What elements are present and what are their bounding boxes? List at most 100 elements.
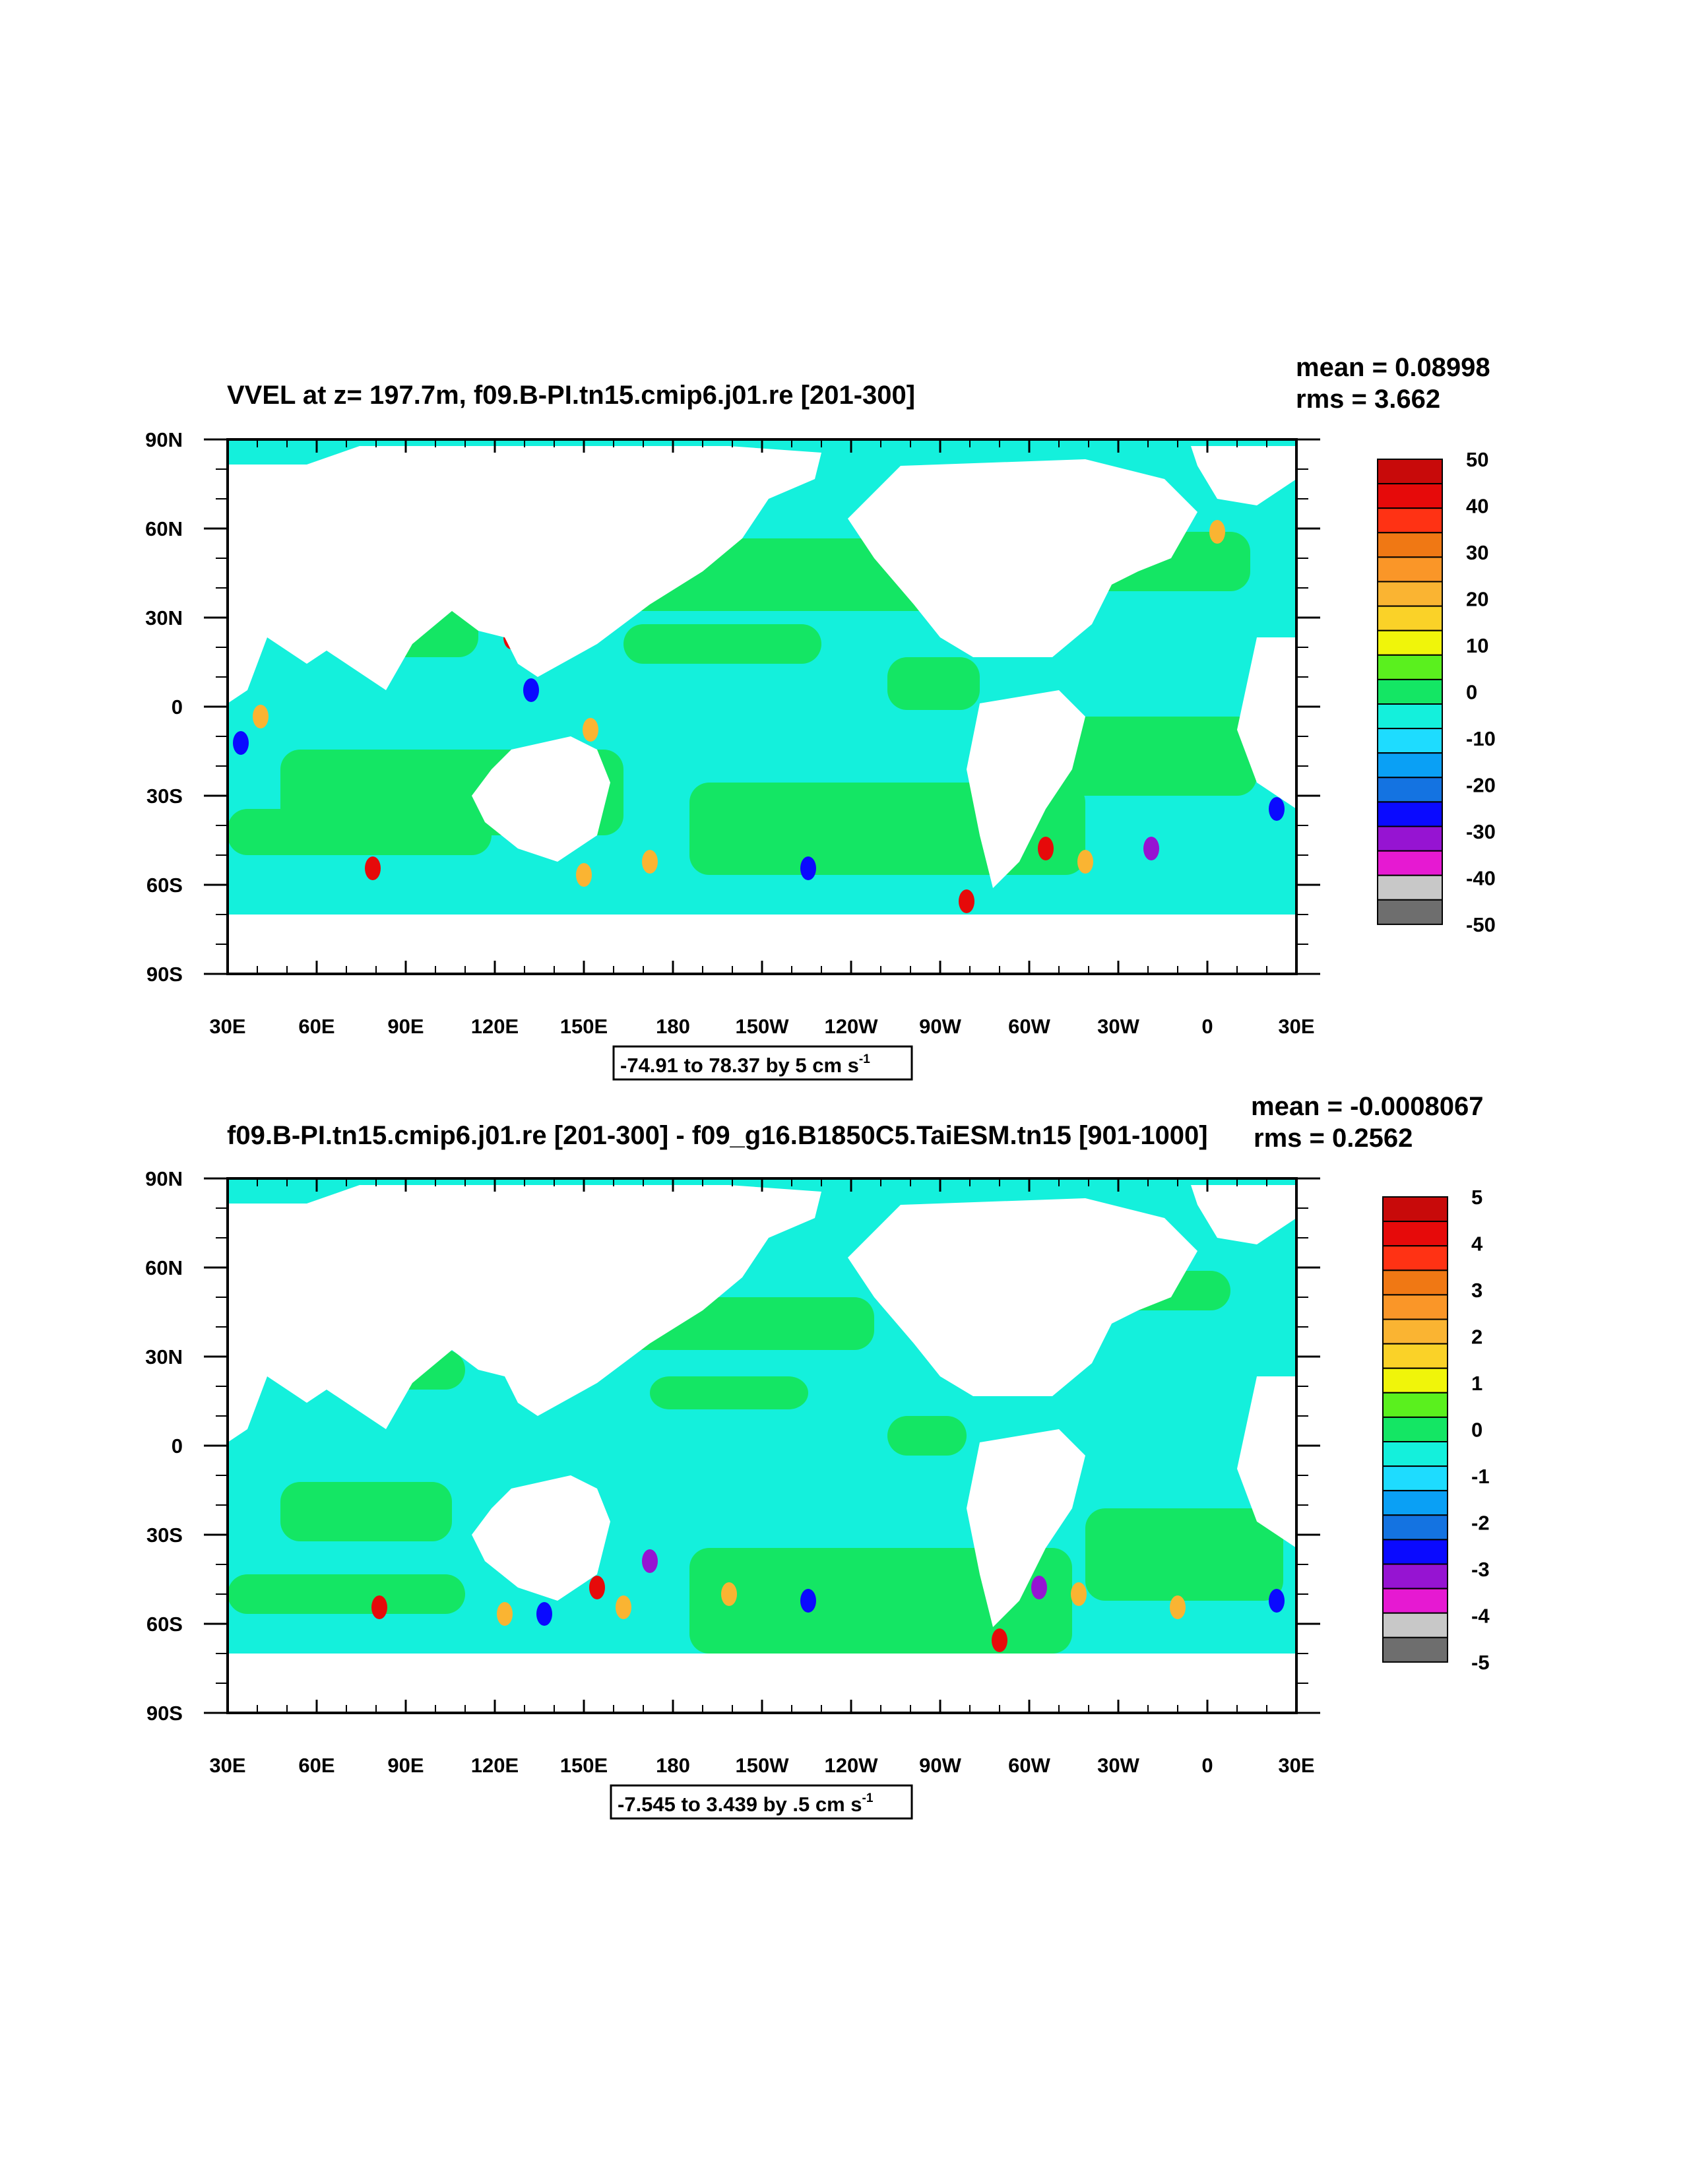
colorbar-labels: 50 40 30 20 10 0 -10 -20 -30 -40 -50 xyxy=(1466,448,1496,936)
colorbar-box xyxy=(1377,752,1443,779)
colorbar-box xyxy=(1377,899,1443,925)
colorbar-label: -5 xyxy=(1471,1651,1490,1674)
anomaly-spot xyxy=(523,678,539,702)
anomaly-spot xyxy=(1170,1595,1186,1619)
contour-info-exponent: -1 xyxy=(859,1052,870,1066)
lat-tick-label: 90N xyxy=(145,428,183,451)
colorbar-box xyxy=(1382,1490,1448,1516)
lon-tick-label: 0 xyxy=(1201,1015,1213,1038)
colorbar-label: 0 xyxy=(1471,1418,1482,1441)
colorbar-box xyxy=(1382,1636,1448,1663)
colorbar-labels: 5 4 3 2 1 0 -1 -2 -3 -4 -5 xyxy=(1471,1186,1490,1674)
anomaly-spot xyxy=(589,1576,605,1599)
lat-tick-label: 30N xyxy=(145,606,183,629)
anomaly-spot xyxy=(992,1628,1007,1652)
lon-tick-label: 180 xyxy=(656,1015,690,1038)
lat-tick-label: 30S xyxy=(146,1524,183,1547)
colorbar-box xyxy=(1382,1465,1448,1492)
colorbar-box xyxy=(1382,1514,1448,1541)
lon-tick-label: 30E xyxy=(1278,1015,1314,1038)
panel-top: VVEL at z= 197.7m, f09.B-PI.tn15.cmip6.j… xyxy=(145,353,1496,1081)
lon-tick-label: 30E xyxy=(209,1015,245,1038)
colorbar-label: 3 xyxy=(1471,1279,1482,1302)
anomaly-spot xyxy=(371,1595,387,1619)
map-plot: 90N 60N 30N 0 30S 60S 90S 30E 60E 90E 120E 150E 180… xyxy=(145,428,1320,1038)
lon-tick-label: 30E xyxy=(1278,1754,1314,1777)
lon-tick-label: 150E xyxy=(560,1015,608,1038)
colorbar-box xyxy=(1377,825,1443,852)
info-box-frame xyxy=(612,1045,913,1081)
colorbar-box xyxy=(1377,777,1443,803)
colorbar-box xyxy=(1377,507,1443,534)
anomaly-spot xyxy=(233,731,249,755)
colorbar-boxes xyxy=(1377,459,1443,925)
colorbar-label: -30 xyxy=(1466,820,1496,843)
ocean-band xyxy=(228,809,492,855)
colorbar-label: 40 xyxy=(1466,494,1488,517)
contour-info-text: -7.545 to 3.439 by .5 cm s xyxy=(618,1793,862,1816)
colorbar-label: -2 xyxy=(1471,1511,1490,1534)
lat-tick-label: 60N xyxy=(145,1256,183,1279)
anomaly-spot xyxy=(1269,797,1285,821)
lat-tick-label: 60S xyxy=(146,874,183,897)
anomaly-spot xyxy=(642,850,658,874)
colorbar-box xyxy=(1377,459,1443,485)
lat-tick-label: 90N xyxy=(145,1167,183,1190)
colorbar-box xyxy=(1377,532,1443,558)
lon-tick-label: 90E xyxy=(387,1015,424,1038)
mean-value: mean = -0.0008067 xyxy=(1251,1092,1483,1121)
colorbar-label: 30 xyxy=(1466,541,1488,564)
lon-axis: 30E 60E 90E 120E 150E 180 150W 120W 90W 60W 30W 0 30… xyxy=(209,1015,1314,1038)
anomaly-spot xyxy=(583,718,598,742)
colorbar-label: -10 xyxy=(1466,727,1496,750)
lon-tick-label: 120E xyxy=(471,1015,519,1038)
contour-info-text: -74.91 to 78.37 by 5 cm s xyxy=(620,1054,859,1077)
colorbar-label: -50 xyxy=(1466,913,1496,936)
colorbar-box xyxy=(1382,1588,1448,1614)
lon-tick-label: 120W xyxy=(825,1015,879,1038)
lat-tick-label: 90S xyxy=(146,963,183,986)
contour-info-exponent: -1 xyxy=(862,1791,874,1805)
rms-value: rms = 3.662 xyxy=(1296,385,1440,414)
lon-tick-label: 90W xyxy=(919,1015,961,1038)
colorbar-box xyxy=(1382,1318,1448,1345)
colorbar-box xyxy=(1382,1441,1448,1467)
colorbar-box xyxy=(1377,678,1443,705)
colorbar-label: -3 xyxy=(1471,1558,1490,1581)
lon-tick-label: 60W xyxy=(1008,1015,1050,1038)
colorbar-box xyxy=(1382,1416,1448,1442)
lon-tick-label: 90E xyxy=(387,1754,424,1777)
panel-title: f09.B-PI.tn15.cmip6.j01.re [201-300] - f… xyxy=(227,1121,1208,1150)
colorbar-box xyxy=(1382,1367,1448,1394)
lat-tick-label: 60S xyxy=(146,1613,183,1636)
anomaly-spot xyxy=(800,856,816,880)
colorbar-box xyxy=(1382,1269,1448,1296)
anomaly-spot xyxy=(959,889,974,913)
colorbar: 5 4 3 2 1 0 -1 -2 -3 -4 -5 xyxy=(1382,1186,1490,1674)
anomaly-spot xyxy=(1077,850,1093,874)
colorbar-label: 20 xyxy=(1466,587,1488,610)
colorbar-label: 1 xyxy=(1471,1372,1482,1395)
anomaly-spot xyxy=(497,1602,513,1626)
colorbar-label: -40 xyxy=(1466,866,1496,889)
colorbar-box xyxy=(1377,581,1443,607)
colorbar-box xyxy=(1382,1539,1448,1565)
colorbar-boxes xyxy=(1382,1196,1448,1663)
colorbar-box xyxy=(1377,703,1443,730)
anomaly-spot xyxy=(642,1549,658,1573)
anomaly-spot xyxy=(253,705,269,728)
anomaly-spot xyxy=(800,1589,816,1613)
lat-axis: 90N 60N 30N 0 30S 60S 90S xyxy=(145,1167,183,1725)
ocean-band xyxy=(280,1482,452,1541)
info-box-frame xyxy=(610,1784,913,1820)
ocean-band xyxy=(650,1376,808,1409)
map-plot: 90N 60N 30N 0 30S 60S 90S 30E 60E 90E 120E 150E 180… xyxy=(145,1167,1320,1777)
colorbar-label: 10 xyxy=(1466,634,1488,657)
ocean-band xyxy=(1046,717,1257,796)
contour-info: -74.91 to 78.37 by 5 cm s-1 xyxy=(620,1052,870,1077)
axis-ticks xyxy=(204,1177,1320,1714)
lat-tick-label: 0 xyxy=(172,695,183,719)
colorbar-label: -4 xyxy=(1471,1604,1490,1627)
colorbar-box xyxy=(1377,850,1443,876)
lon-tick-label: 150W xyxy=(736,1015,790,1038)
